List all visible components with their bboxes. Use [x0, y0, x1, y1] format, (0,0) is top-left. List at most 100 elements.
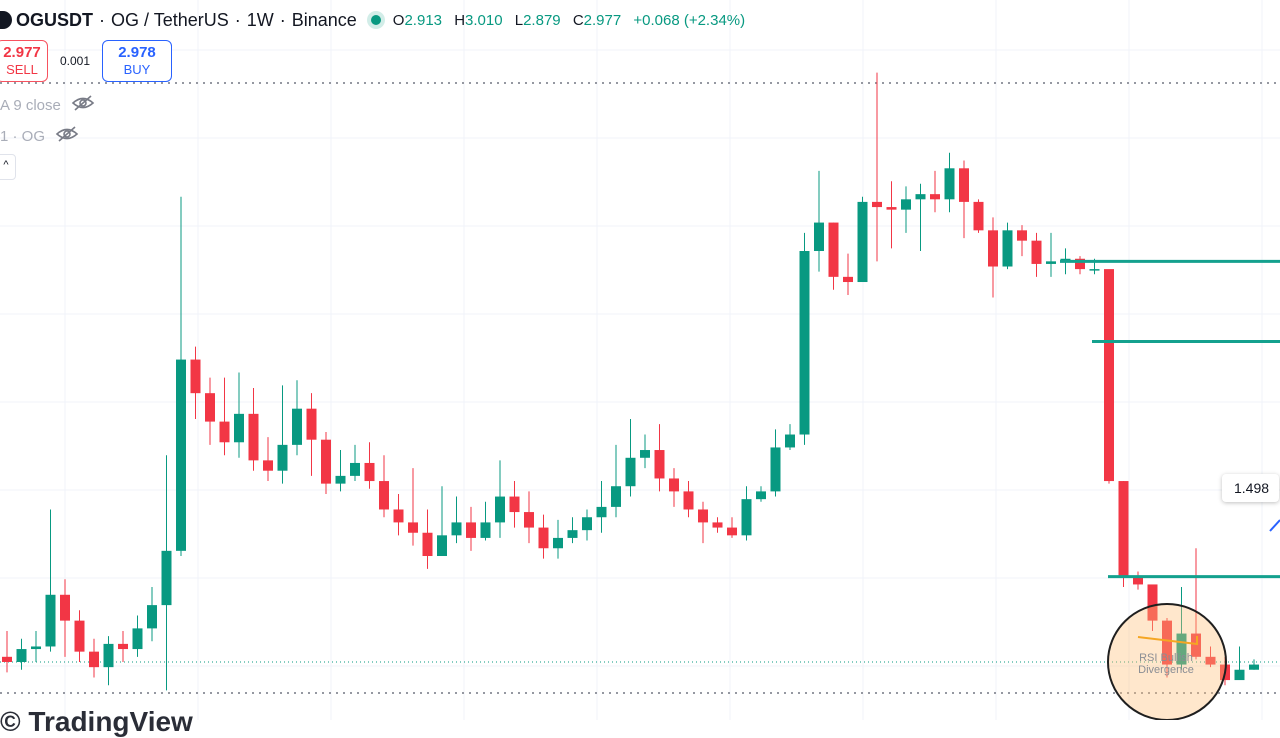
candle[interactable]	[872, 72, 882, 262]
symbol-ticker[interactable]: OGUSDT	[16, 9, 94, 30]
rsi-divergence-annotation[interactable]	[1107, 603, 1227, 720]
candle[interactable]	[1176, 587, 1187, 670]
buy-button[interactable]: 2.978 BUY	[102, 40, 172, 82]
candle[interactable]	[437, 486, 447, 557]
candle[interactable]	[277, 385, 288, 484]
candle[interactable]	[1002, 222, 1013, 270]
candle[interactable]	[147, 587, 157, 642]
candle[interactable]	[263, 437, 273, 482]
candle[interactable]	[451, 496, 462, 544]
candle[interactable]	[321, 431, 331, 494]
candle[interactable]	[596, 481, 607, 533]
candle[interactable]	[16, 638, 27, 670]
candle[interactable]	[205, 377, 215, 445]
candle[interactable]	[234, 372, 244, 458]
candle[interactable]	[190, 346, 201, 420]
candle[interactable]	[756, 486, 766, 502]
indicator-row-ma[interactable]: A 9 close	[0, 94, 95, 116]
collapse-legend-button[interactable]: ^	[0, 154, 16, 180]
candle[interactable]	[248, 388, 259, 471]
candle[interactable]	[176, 196, 186, 557]
indicator-row-og[interactable]: 1 · OG	[0, 125, 79, 147]
annotation-line-2: Divergence	[1138, 664, 1194, 676]
candle[interactable]	[1162, 618, 1172, 678]
candle[interactable]	[625, 419, 636, 497]
candle[interactable]	[31, 630, 41, 662]
candle[interactable]	[567, 517, 578, 544]
candle[interactable]	[1133, 571, 1143, 590]
candle[interactable]	[1031, 232, 1042, 277]
candle[interactable]	[306, 393, 317, 476]
candle[interactable]	[292, 380, 302, 456]
candle[interactable]	[669, 468, 679, 507]
candle[interactable]	[901, 186, 911, 233]
candle[interactable]	[640, 434, 650, 469]
candle[interactable]	[959, 160, 969, 239]
symbol-header[interactable]: OGUSDT · OG / TetherUS · 1W · Binance O2…	[0, 6, 753, 34]
trend-line-arrow[interactable]	[1269, 519, 1280, 532]
candle[interactable]	[799, 232, 810, 445]
horizontal-levels[interactable]	[1060, 259, 1280, 579]
candle[interactable]	[814, 170, 824, 272]
candle[interactable]	[364, 442, 375, 489]
candle[interactable]	[1075, 256, 1085, 275]
candle[interactable]	[1249, 659, 1259, 670]
candle[interactable]	[698, 501, 708, 544]
drawing-price-label[interactable]: 1.498	[1222, 474, 1280, 502]
candle[interactable]	[988, 217, 998, 298]
candle[interactable]	[785, 424, 795, 451]
candle[interactable]	[828, 222, 839, 290]
candle[interactable]	[1017, 225, 1027, 257]
candle[interactable]	[1147, 584, 1158, 631]
candle[interactable]	[683, 481, 694, 518]
interval[interactable]: 1W	[246, 9, 274, 30]
candle[interactable]	[1046, 232, 1056, 277]
candle[interactable]	[509, 481, 520, 528]
candle[interactable]	[524, 491, 534, 544]
candle[interactable]	[74, 610, 85, 662]
candle[interactable]	[712, 517, 723, 533]
candle[interactable]	[45, 509, 56, 652]
candle[interactable]	[408, 468, 418, 546]
candle[interactable]	[582, 509, 592, 541]
candle[interactable]	[132, 615, 143, 657]
candle[interactable]	[727, 517, 737, 538]
sell-button[interactable]: 2.977 SELL	[0, 40, 48, 82]
candle[interactable]	[103, 636, 114, 686]
candle[interactable]	[89, 638, 99, 678]
candle[interactable]	[611, 444, 621, 518]
candle[interactable]	[379, 455, 389, 518]
candle[interactable]	[843, 253, 853, 295]
candle[interactable]	[219, 377, 230, 456]
candle[interactable]	[2, 630, 12, 673]
candle[interactable]	[886, 181, 897, 249]
candle[interactable]	[930, 170, 940, 213]
candle[interactable]	[1205, 646, 1216, 668]
candle[interactable]	[495, 460, 505, 538]
candle[interactable]	[770, 429, 781, 497]
candle[interactable]	[944, 152, 955, 213]
candle[interactable]	[335, 450, 346, 492]
candle[interactable]	[60, 579, 70, 657]
candle[interactable]	[1118, 481, 1129, 588]
candle[interactable]	[118, 630, 128, 662]
candle[interactable]	[161, 455, 172, 691]
eye-hidden-icon[interactable]	[71, 94, 95, 116]
candle[interactable]	[422, 509, 433, 569]
candle[interactable]	[466, 506, 476, 551]
candle[interactable]	[480, 501, 491, 541]
candle[interactable]	[741, 486, 752, 541]
candle[interactable]	[973, 199, 984, 233]
candle[interactable]	[857, 196, 868, 283]
candles[interactable]	[2, 72, 1259, 691]
candle[interactable]	[553, 519, 563, 559]
candle[interactable]	[538, 514, 549, 559]
candle[interactable]	[654, 424, 665, 492]
candle[interactable]	[350, 444, 360, 482]
candle[interactable]	[1234, 646, 1245, 681]
price-chart[interactable]	[0, 0, 1280, 720]
eye-hidden-icon[interactable]	[55, 125, 79, 147]
candle[interactable]	[1104, 269, 1114, 484]
candle[interactable]	[915, 183, 926, 252]
candle[interactable]	[393, 493, 404, 536]
